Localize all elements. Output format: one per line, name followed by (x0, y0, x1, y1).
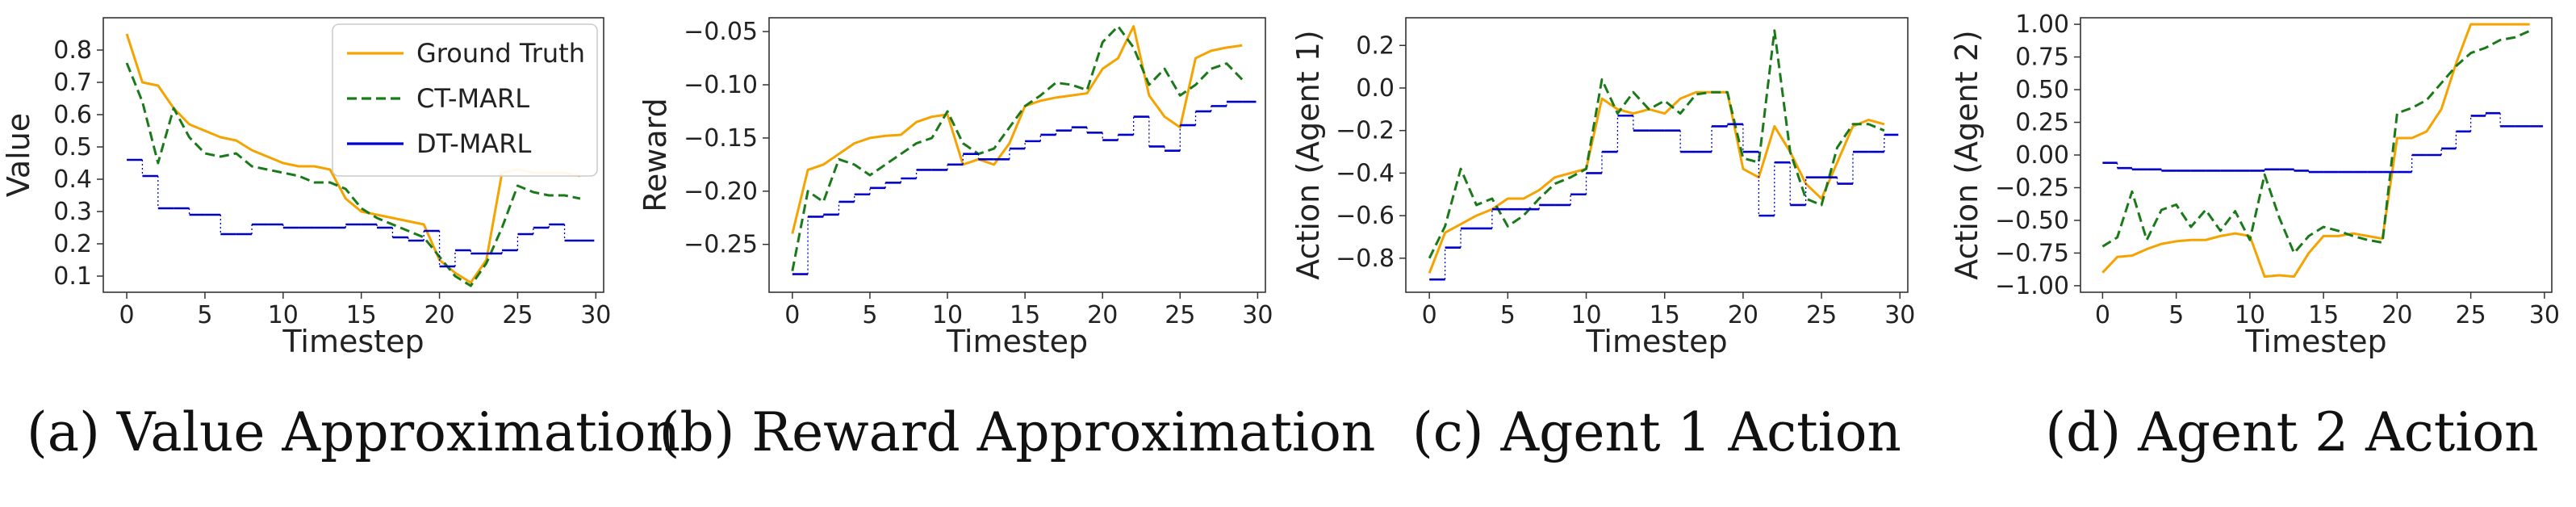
y-tick-label: −0.75 (1995, 239, 2069, 267)
x-tick-label: 10 (932, 301, 963, 329)
y-tick-label: −0.4 (1336, 159, 1395, 187)
y-tick-label: 0.2 (53, 230, 92, 258)
series-line (1428, 90, 1885, 274)
x-tick-label: 30 (1242, 301, 1273, 329)
x-tick-label: 30 (580, 301, 611, 329)
series-ct-marl (1428, 29, 1885, 259)
x-tick-label: 30 (2529, 301, 2560, 329)
y-tick-label: −0.8 (1336, 245, 1395, 273)
legend-label: CT-MARL (416, 83, 529, 114)
y-tick-label: 0.8 (53, 36, 92, 65)
x-tick-label: 0 (784, 301, 800, 329)
x-tick-label: 25 (1806, 301, 1837, 329)
series-line (791, 25, 1244, 271)
legend-label: DT-MARL (416, 128, 532, 159)
legend-box (332, 23, 598, 177)
y-tick-label: 0.00 (2015, 141, 2069, 170)
y-axis-label: Reward (638, 98, 673, 212)
series-dt-marl (2102, 111, 2544, 174)
x-tick-label: 25 (502, 301, 533, 329)
chart-panel-3: 0 5 10 15 20 25 30 −0.8 −0.6 −0.4 −0.2 0.0 0.2 Timest… (1290, 17, 1915, 463)
y-tick-label: 0.5 (53, 133, 92, 161)
legend-label: Ground Truth (416, 38, 585, 69)
x-tick-label: 0 (2095, 301, 2110, 329)
y-tick-label: −0.50 (1995, 207, 2069, 235)
y-tick-label: 0.50 (2015, 76, 2069, 104)
y-tick-label: 0.3 (53, 198, 92, 226)
y-axis-label: Action (Agent 1) (1290, 30, 1326, 279)
y-axis-label: Action (Agent 2) (1949, 30, 1984, 279)
x-tick-label: 5 (1500, 301, 1516, 329)
series-dt-marl (1429, 114, 1899, 281)
x-tick-label: 5 (2168, 301, 2184, 329)
y-tick-label: 0.6 (53, 101, 92, 129)
y-tick-label: −0.25 (1995, 174, 2069, 202)
x-tick-label: 30 (1884, 301, 1915, 329)
series-ct-marl (791, 25, 1244, 271)
y-tick-label: −0.2 (1336, 117, 1395, 145)
y-tick-label: 0.75 (2015, 44, 2069, 72)
subfigure-caption: (a) Value Approximation (27, 401, 680, 463)
x-tick-label: 10 (268, 301, 299, 329)
series-line (2101, 29, 2531, 254)
subfigure-caption: (d) Agent 2 Action (2045, 401, 2538, 463)
x-tick-label: 10 (1570, 301, 1601, 329)
series-ground-truth (2101, 23, 2530, 279)
x-tick-label: 5 (197, 301, 212, 329)
x-axis-label: Timestep (282, 324, 424, 359)
series-line (791, 25, 1243, 234)
x-tick-label: 15 (1010, 301, 1040, 329)
y-tick-label: −0.10 (684, 71, 758, 99)
plot-frame (102, 17, 604, 293)
series-ct-marl (125, 62, 581, 287)
y-tick-label: 0.4 (53, 166, 92, 194)
y-tick-label: −0.15 (684, 124, 758, 153)
series-ground-truth (1428, 90, 1885, 274)
x-tick-label: 15 (1650, 301, 1680, 329)
x-tick-label: 20 (1728, 301, 1758, 329)
x-tick-label: 0 (1422, 301, 1437, 329)
chart-panel-1: 0 5 10 15 20 25 30 0.1 0.2 0.3 0.4 0.5 0.6 0.7 0.8 Time… (1, 17, 680, 463)
x-axis-label: Timestep (946, 324, 1088, 359)
x-tick-label: 20 (1087, 301, 1118, 329)
y-tick-label: 0.2 (1356, 31, 1395, 60)
series-dt-marl (792, 100, 1257, 275)
y-tick-label: 0.7 (53, 69, 92, 97)
y-tick-label: 0.25 (2015, 109, 2069, 137)
chart-panel-4: 0 5 10 15 20 25 30 −1.00 −0.75 −0.50 −0.25 0.00 0.25… (1949, 10, 2560, 463)
x-tick-label: 20 (424, 301, 454, 329)
chart-panel-2: 0 5 10 15 20 25 30 −0.25 −0.20 −0.15 −0.10 −0.05 Tim… (638, 17, 1376, 463)
y-tick-label: 0.0 (1356, 74, 1395, 103)
subfigure-caption: (b) Reward Approximation (659, 401, 1376, 463)
x-tick-label: 10 (2235, 301, 2265, 329)
y-tick-label: −0.25 (684, 231, 758, 259)
series-line (2101, 23, 2530, 279)
x-tick-label: 15 (346, 301, 377, 329)
plot-frame (1405, 17, 1909, 293)
x-tick-label: 5 (862, 301, 877, 329)
y-tick-label: 1.00 (2015, 10, 2069, 39)
y-axis-label: Value (1, 113, 36, 197)
y-tick-label: −0.6 (1336, 202, 1395, 230)
series-line (1428, 29, 1885, 259)
series-line (125, 62, 581, 287)
y-tick-label: −0.05 (684, 18, 758, 46)
series-dt-marl (127, 158, 595, 268)
x-tick-label: 20 (2382, 301, 2412, 329)
plot-frame (768, 17, 1266, 293)
x-tick-label: 0 (119, 301, 135, 329)
series-ground-truth (791, 25, 1243, 234)
x-tick-label: 15 (2308, 301, 2339, 329)
y-tick-label: 0.1 (53, 262, 92, 291)
series-ct-marl (2101, 29, 2531, 254)
y-tick-label: −1.00 (1995, 272, 2069, 300)
x-tick-label: 25 (1165, 301, 1195, 329)
x-axis-label: Timestep (1585, 324, 1727, 359)
subfigure-caption: (c) Agent 1 Action (1412, 401, 1901, 463)
x-axis-label: Timestep (2244, 324, 2386, 359)
plot-frame (2080, 17, 2553, 293)
x-tick-label: 25 (2456, 301, 2486, 329)
y-tick-label: −0.20 (684, 178, 758, 206)
